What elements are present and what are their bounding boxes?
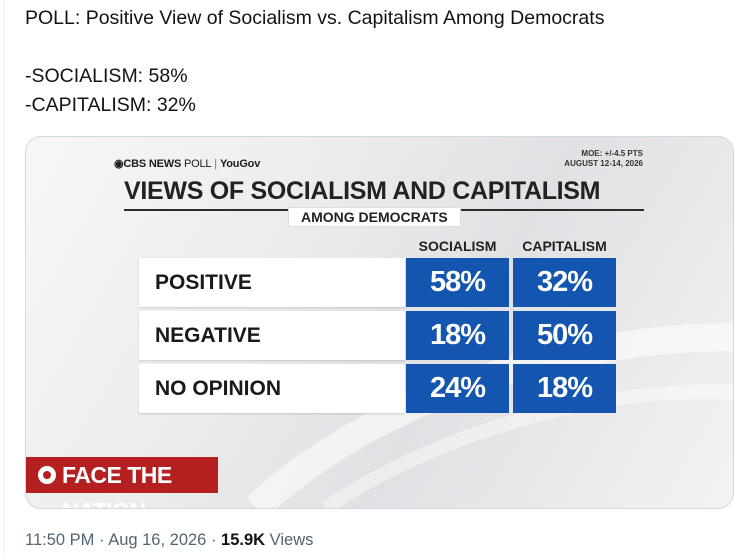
cbs-news-poll-brand: ◉CBS NEWS POLL | YouGov [114, 157, 260, 170]
poll-dates: AUGUST 12-14, 2026 [564, 159, 643, 168]
tweet-text: POLL: Positive View of Socialism vs. Cap… [25, 4, 725, 120]
views-label: Views [269, 531, 314, 549]
tweet-line-capitalism: -CAPITALISM: 32% [25, 94, 196, 116]
timeline-border [4, 0, 5, 558]
tweet-blank-line [25, 33, 725, 62]
brand-separator: | [214, 158, 217, 170]
partner-name: YouGov [219, 158, 261, 170]
face-the-nation-text: FACE THE NATION [62, 462, 172, 508]
meta-separator: · [210, 531, 217, 549]
moe-line: MOE: +/-4.5 PTS [581, 149, 643, 158]
cell-no-opinion-socialism: 24% [406, 364, 509, 413]
row-label-no-opinion: NO OPINION [139, 364, 405, 413]
column-header-capitalism: CAPITALISM [522, 238, 607, 254]
tweet-meta: 11:50 PM · Aug 16, 2026 · 15.9K Views [25, 531, 313, 550]
tweet-line-socialism: -SOCIALISM: 58% [25, 65, 188, 87]
cell-positive-capitalism: 32% [513, 258, 616, 307]
row-label-negative: NEGATIVE [139, 311, 405, 360]
tweet-date[interactable]: Aug 16, 2026 [108, 531, 207, 549]
views-count: 15.9K [221, 531, 266, 549]
graphic-title: VIEWS OF SOCIALISM AND CAPITALISM [124, 177, 601, 205]
brand-name: CBS NEWS [123, 158, 182, 170]
tweet-media-image[interactable]: ◉CBS NEWS POLL | YouGov MOE: +/-4.5 PTS AU… [25, 136, 734, 509]
cell-no-opinion-capitalism: 18% [513, 364, 616, 413]
margin-of-error: MOE: +/-4.5 PTS AUGUST 12-14, 2026 [564, 149, 643, 169]
brand-poll: POLL [183, 158, 212, 170]
cbs-eye-icon: ◉ [114, 158, 124, 170]
cell-negative-socialism: 18% [406, 311, 509, 360]
graphic-subtitle: AMONG DEMOCRATS [288, 207, 461, 227]
tweet-time[interactable]: 11:50 PM [25, 531, 95, 549]
cbs-eye-logo-icon [38, 466, 56, 484]
cell-negative-capitalism: 50% [513, 311, 616, 360]
tweet-headline: POLL: Positive View of Socialism vs. Cap… [25, 7, 605, 29]
column-header-socialism: SOCIALISM [418, 238, 497, 254]
row-label-positive: POSITIVE [139, 258, 405, 307]
meta-separator: · [99, 531, 105, 549]
face-the-nation-logo: FACE THE NATION [26, 457, 218, 508]
cell-positive-socialism: 58% [406, 258, 509, 307]
